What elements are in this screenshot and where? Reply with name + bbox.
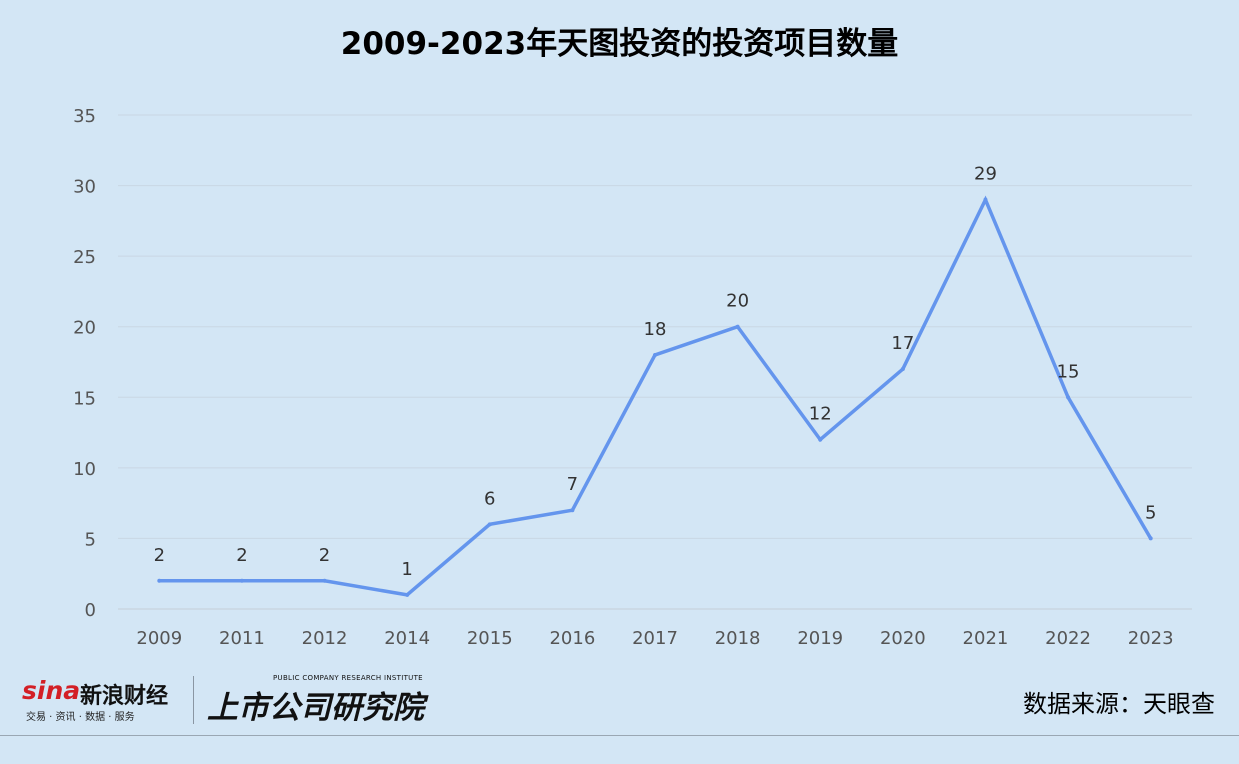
institute-logo-en: PUBLIC COMPANY RESEARCH INSTITUTE xyxy=(273,674,423,682)
x-tick-label: 2012 xyxy=(302,628,348,649)
y-tick-label: 20 xyxy=(73,318,96,339)
data-label: 15 xyxy=(1057,361,1080,382)
x-tick-label: 2018 xyxy=(715,628,761,649)
research-institute-logo: PUBLIC COMPANY RESEARCH INSTITUTE 上市公司研究… xyxy=(205,672,435,728)
y-tick-label: 10 xyxy=(73,459,96,480)
x-tick-label: 2019 xyxy=(797,628,843,649)
x-tick-label: 2020 xyxy=(880,628,926,649)
data-point xyxy=(900,367,905,372)
x-tick-label: 2016 xyxy=(549,628,595,649)
data-label: 2 xyxy=(236,545,247,566)
data-point xyxy=(239,578,244,583)
y-tick-label: 35 xyxy=(73,106,96,127)
data-label: 1 xyxy=(401,559,412,580)
x-tick-label: 2015 xyxy=(467,628,513,649)
data-label: 18 xyxy=(644,319,667,340)
data-point xyxy=(322,578,327,583)
data-point xyxy=(1066,395,1071,400)
data-point xyxy=(818,437,823,442)
data-point xyxy=(983,197,988,202)
y-tick-label: 30 xyxy=(73,177,96,198)
sina-finance-logo: sina 新浪财经 交易 · 资讯 · 数据 · 服务 xyxy=(22,672,192,724)
data-label: 20 xyxy=(726,291,749,312)
x-tick-label: 2011 xyxy=(219,628,265,649)
data-point xyxy=(653,352,657,357)
data-label: 6 xyxy=(484,488,495,509)
x-tick-label: 2023 xyxy=(1128,628,1174,649)
data-label: 7 xyxy=(567,474,578,495)
y-tick-label: 15 xyxy=(73,388,96,409)
x-tick-label: 2014 xyxy=(384,628,430,649)
data-point xyxy=(157,578,162,583)
data-label: 2 xyxy=(319,545,330,566)
data-source: 数据来源：天眼查 xyxy=(1023,690,1215,718)
data-label: 17 xyxy=(891,333,914,354)
data-label: 2 xyxy=(154,545,165,566)
data-label: 5 xyxy=(1145,502,1156,523)
data-point xyxy=(1148,536,1153,541)
chart-title: 2009-2023年天图投资的投资项目数量 xyxy=(340,26,899,62)
data-label: 12 xyxy=(809,404,832,425)
y-tick-label: 0 xyxy=(85,600,96,621)
institute-logo-cn: 上市公司研究院 xyxy=(207,690,424,726)
x-tick-label: 2022 xyxy=(1045,628,1091,649)
data-point xyxy=(405,592,410,597)
x-tick-label: 2009 xyxy=(136,628,182,649)
sina-logo-cn: 新浪财经 xyxy=(80,684,169,709)
y-tick-label: 5 xyxy=(85,529,96,550)
data-label: 29 xyxy=(974,164,997,185)
data-point xyxy=(487,522,492,527)
x-tick-label: 2021 xyxy=(963,628,1009,649)
footer-rule xyxy=(0,735,1239,736)
data-point xyxy=(735,324,740,329)
x-tick-label: 2017 xyxy=(632,628,678,649)
logo-divider xyxy=(193,676,194,724)
data-point xyxy=(570,508,575,513)
sina-logo-tagline: 交易 · 资讯 · 数据 · 服务 xyxy=(26,712,135,723)
sina-logo-word: sina xyxy=(22,676,81,705)
y-tick-label: 25 xyxy=(73,247,96,268)
